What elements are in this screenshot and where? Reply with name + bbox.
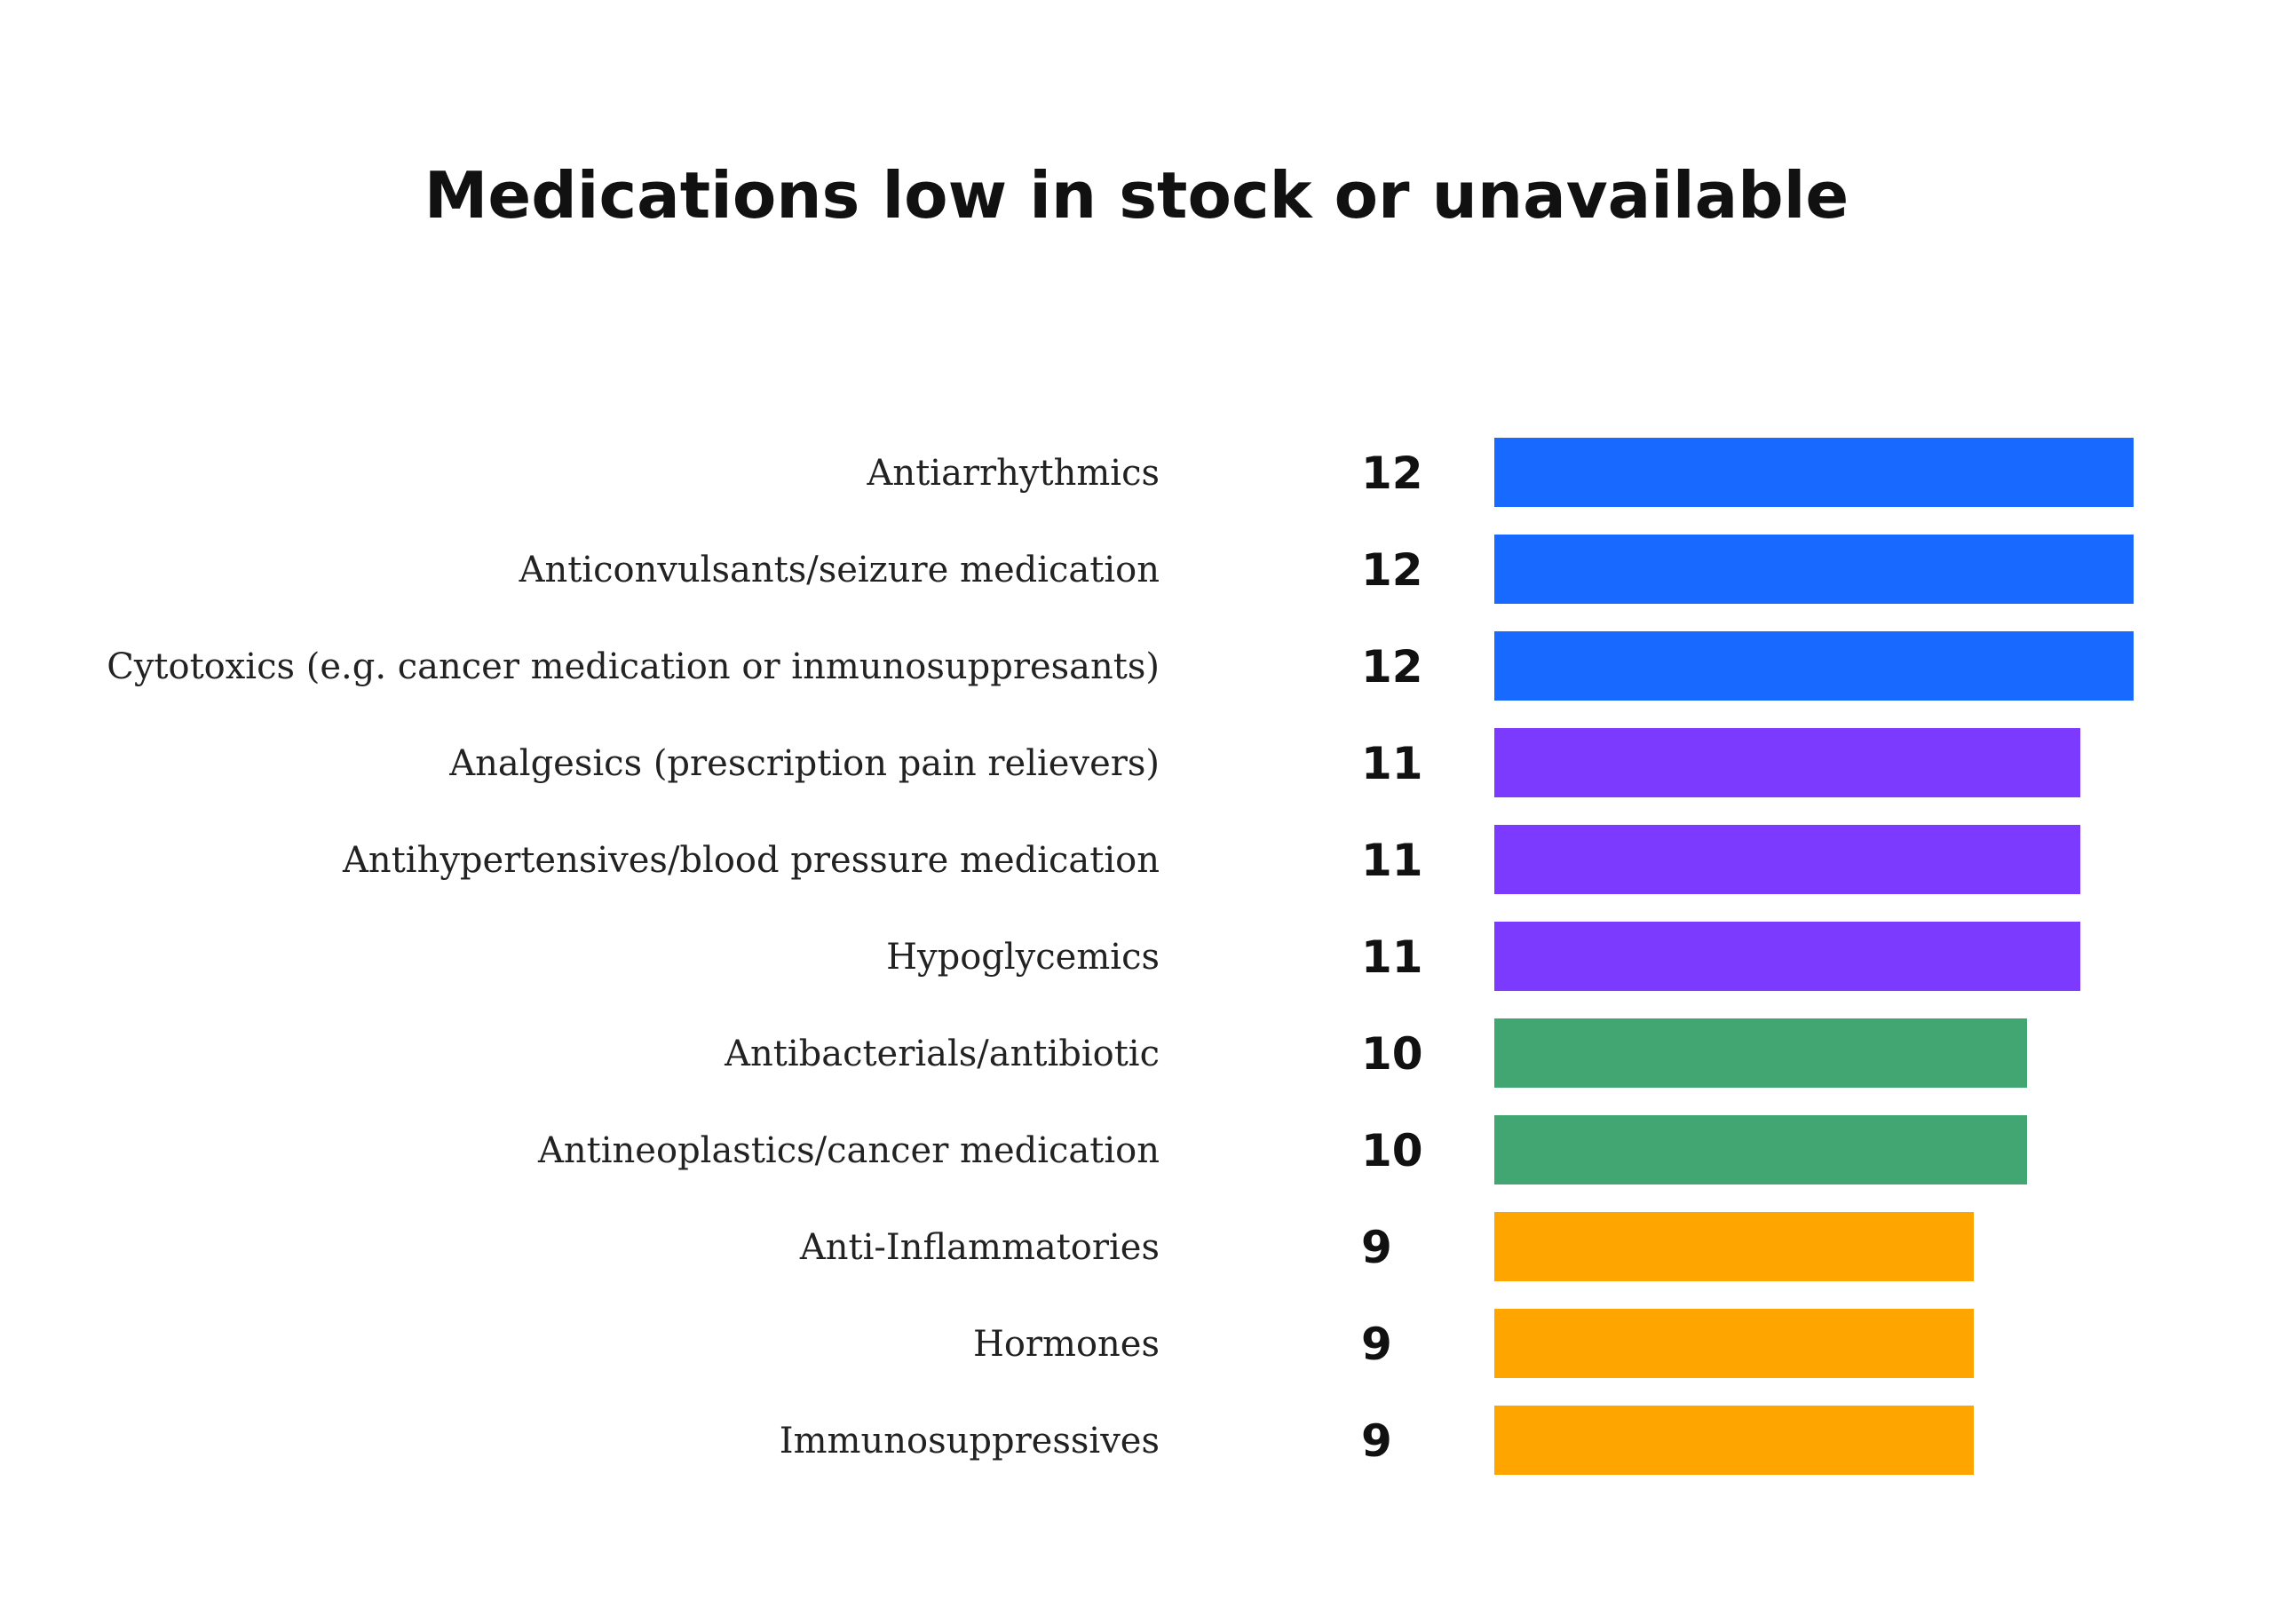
value-label: 12 — [1361, 544, 1423, 596]
category-label: Hormones — [973, 1324, 1160, 1365]
bar — [1494, 1018, 2027, 1088]
category-label: Anti-Inflammatories — [799, 1227, 1160, 1268]
category-label: Antiarrhythmics — [867, 453, 1160, 494]
category-labels: Antiarrhythmics Anticonvulsants/seizure m… — [107, 453, 1160, 1462]
value-label: 9 — [1361, 1222, 1392, 1273]
value-label: 10 — [1361, 1125, 1423, 1176]
category-label: Analgesics (prescription pain relievers) — [448, 743, 1160, 784]
category-label: Anticonvulsants/seizure medication — [519, 550, 1160, 590]
bar — [1494, 631, 2134, 701]
value-labels: 12 12 12 11 11 11 10 10 9 9 9 — [1361, 448, 1423, 1467]
bars — [1494, 438, 2134, 1475]
bar — [1494, 1309, 1974, 1378]
bar — [1494, 728, 2080, 797]
bar — [1494, 922, 2080, 991]
chart-title: Medications low in stock or unavailable — [424, 158, 1849, 233]
bar — [1494, 825, 2080, 894]
value-label: 12 — [1361, 641, 1423, 693]
value-label: 11 — [1361, 835, 1423, 886]
category-label: Cytotoxics (e.g. cancer medication or in… — [107, 646, 1160, 687]
value-label: 12 — [1361, 448, 1423, 499]
value-label: 10 — [1361, 1028, 1423, 1080]
bar — [1494, 1406, 1974, 1475]
value-label: 9 — [1361, 1319, 1392, 1370]
category-label: Hypoglycemics — [886, 937, 1160, 978]
bar — [1494, 1115, 2027, 1184]
bar — [1494, 1212, 1974, 1281]
bar — [1494, 535, 2134, 604]
value-label: 11 — [1361, 931, 1423, 983]
category-label: Antineoplastics/cancer medication — [537, 1130, 1160, 1171]
category-label: Antihypertensives/blood pressure medicat… — [342, 840, 1160, 881]
value-label: 11 — [1361, 738, 1423, 789]
category-label: Antibacterials/antibiotic — [724, 1034, 1160, 1074]
category-label: Immunosuppressives — [780, 1421, 1160, 1462]
bar — [1494, 438, 2134, 507]
value-label: 9 — [1361, 1415, 1392, 1467]
